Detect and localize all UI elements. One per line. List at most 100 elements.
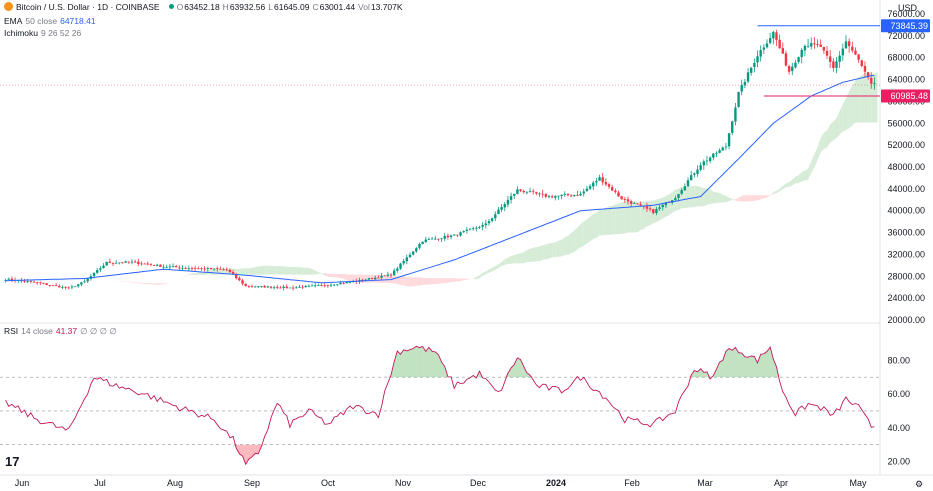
rsi-overbought-fill [751, 356, 755, 378]
candle-body [693, 173, 696, 175]
rsi-overbought-fill [507, 367, 512, 378]
cloud-segment [549, 242, 553, 259]
candle-body [83, 281, 86, 283]
rsi-overbought-fill [520, 359, 524, 378]
rsi-extra-values: ∅ ∅ ∅ ∅ [80, 326, 117, 336]
cloud-segment [236, 268, 240, 275]
ema-value: 64718.41 [60, 16, 96, 26]
candle-body [566, 193, 570, 196]
ohlc-value-c: 63001.44 [319, 2, 356, 12]
cloud-segment [435, 278, 439, 285]
rsi-overbought-fill [703, 371, 707, 378]
cloud-segment [239, 268, 243, 275]
price-axis[interactable]: 76000.0072000.0068000.0064000.0060000.00… [887, 9, 925, 467]
cloud-segment [349, 274, 354, 282]
price-tick-label: 24000.00 [887, 293, 925, 303]
candle-body [778, 39, 781, 49]
cloud-segment [782, 183, 786, 190]
rsi-overbought-fill [409, 348, 414, 378]
ema-legend[interactable]: EMA 50 close 64718.41 [4, 16, 99, 26]
cloud-segment [280, 266, 284, 275]
candle-body [193, 268, 197, 269]
rsi-overbought-fill [763, 351, 767, 378]
price-tags: 73845.39 60985.48 [881, 19, 930, 103]
candle-body [598, 177, 601, 181]
candle-body [753, 63, 756, 68]
candle-body [418, 244, 421, 248]
cloud-segment [795, 174, 799, 184]
candle-body [301, 286, 304, 288]
time-axis[interactable]: Jun Jul Aug Sep Oct Nov Dec 2024 Feb Mar Apr May ⚙ [15, 478, 923, 489]
candle-body [791, 66, 794, 72]
candle-body [768, 38, 772, 43]
rsi-pane [0, 345, 880, 466]
cloud-segment [466, 278, 471, 281]
cloud-segment [362, 274, 366, 283]
rsi-oversold-fill [255, 444, 259, 454]
rsi-overbought-fill [416, 346, 420, 378]
rsi-legend[interactable]: RSI 14 close 41.37 ∅ ∅ ∅ ∅ [4, 326, 120, 337]
candle-body [794, 62, 797, 68]
cloud-segment [760, 195, 764, 200]
time-tick-label: Nov [395, 478, 412, 488]
ohlc-value-l: 61645.09 [274, 2, 310, 12]
cloud-segment [409, 277, 414, 287]
ohlc-value-h: 63932.56 [229, 2, 266, 12]
candle-body [607, 184, 611, 187]
candle-body [348, 281, 352, 283]
candle-body [424, 239, 427, 243]
cloud-segment [748, 195, 752, 202]
cloud-segment [754, 195, 758, 201]
candle-body [35, 282, 39, 284]
candle-body [228, 269, 232, 273]
cloud-segment [770, 192, 774, 196]
candle-body [851, 46, 854, 51]
time-tick-label: Oct [321, 478, 336, 488]
cloud-segment [438, 278, 442, 285]
candle-body [718, 150, 721, 153]
cloud-segment [293, 267, 297, 275]
cloud-segment [871, 73, 875, 123]
cloud-segment [476, 275, 480, 280]
cloud-segment [286, 266, 290, 275]
cloud-segment [586, 216, 591, 244]
rsi-overbought-fill [413, 346, 417, 378]
symbol-legend[interactable]: Bitcoin / U.S. Dollar · 1D · COINBASE O63… [4, 2, 409, 12]
candle-body [118, 262, 121, 264]
time-tick-label: Feb [624, 478, 640, 488]
candle-body [617, 192, 620, 197]
currency-label[interactable]: USD [897, 3, 917, 13]
candle-body [361, 279, 364, 281]
ichimoku-legend[interactable]: Ichimoku 9 26 52 26 [4, 28, 84, 38]
cloud-segment [495, 264, 499, 270]
cloud-segment [605, 206, 610, 235]
cloud-segment [125, 281, 129, 283]
symbol-title: Bitcoin / U.S. Dollar · 1D · COINBASE [16, 2, 160, 12]
cloud-segment [400, 276, 404, 286]
cloud-segment [119, 280, 123, 282]
candle-body [370, 278, 374, 279]
candle-body [137, 261, 140, 264]
cloud-segment [413, 277, 417, 287]
candle-body [819, 44, 822, 48]
candle-body [80, 282, 83, 285]
cloud-segment [144, 283, 148, 285]
cloud-segment [845, 91, 850, 131]
price-tick-label: 76000.00 [887, 9, 925, 19]
candle-body [803, 45, 807, 51]
candle-body [51, 285, 55, 286]
candle-body [686, 180, 690, 187]
cloud-segment [315, 270, 319, 275]
tradingview-logo[interactable]: 17 [5, 454, 20, 469]
cloud-segment [157, 283, 161, 285]
candle-body [329, 284, 333, 286]
cloud-segment [694, 185, 698, 208]
horizontal-levels [0, 25, 880, 97]
price-tag-bg-bottom [881, 89, 930, 103]
cloud-segment [488, 267, 493, 273]
candle-body [468, 228, 472, 230]
rsi-overbought-fill [400, 349, 404, 378]
candle-body [430, 238, 434, 240]
candle-body [800, 49, 803, 57]
